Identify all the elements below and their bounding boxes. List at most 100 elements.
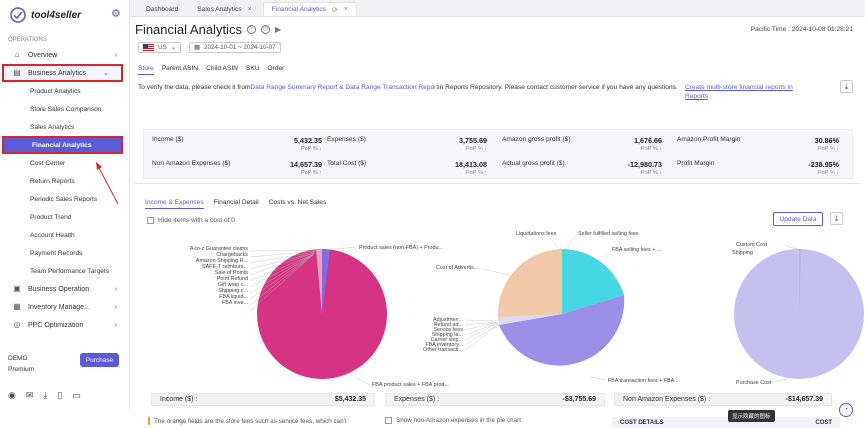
refresh-icon[interactable]: ⟳ [331,6,338,14]
sidebar-item-store-sales-comparison[interactable]: Store Sales Comparison [30,105,102,113]
metric-non-amazon-expenses: Non Amazon Expenses ($) 14,657.39 PoP % ↑ [152,160,322,176]
total-label: Income ($) : [160,396,198,403]
close-icon[interactable]: × [247,5,252,13]
checkbox[interactable] [147,217,154,224]
metric-value: 14,657.39 [290,160,322,169]
download-icon[interactable]: ⤓ [830,212,843,225]
main-content: Financial Analytics ? ◷ ▶ Pacific Time :… [130,17,865,428]
tab-child-asin[interactable]: Child ASIN [206,65,238,72]
sidebar-item-team-performance[interactable]: Team Performance Targets [30,267,110,275]
sidebar-item-sales-analytics[interactable]: Sales Analytics [30,123,75,131]
show-non-amazon-toggle[interactable]: Show non-Amazon expenses in the pie char… [385,417,521,424]
sidebar-item-return-reports[interactable]: Return Reports [30,177,75,185]
metric-pop: PoP % ↓ [641,170,662,176]
sidebar-item-cost-center[interactable]: Cost Center [30,159,66,167]
sidebar-item-account-health[interactable]: Account Health [30,231,75,239]
income-leaders [249,246,371,386]
sidebar-item-product-analytics[interactable]: Product Analytics [30,87,81,95]
expense-slice-advertising[interactable] [498,249,562,325]
tab-order[interactable]: Order [267,65,285,72]
tab-store[interactable]: Store [138,65,154,75]
chevron-right-icon: › [114,285,117,293]
income-label: Sale of Points [215,270,249,276]
sidebar: tool4seller ⚙ OPERATIONS ⌂ Overview › ▤ Bus… [0,0,130,411]
tab-sales-analytics[interactable]: Sales Analytics × [189,2,259,16]
purchase-button[interactable]: Purchase [80,353,119,367]
chevron-right-icon: › [114,51,117,59]
tab-financial-analytics[interactable]: Financial Analytics ⟳ × [262,2,357,16]
plan-tier: Premium [8,366,35,373]
income-label: FBA liquid... [219,294,248,300]
document-icon[interactable]: ▯ [57,390,63,400]
income-label: Point Refund [217,276,248,282]
sidebar-item-inventory[interactable]: ▦ Inventory Manage... › [0,298,129,316]
expense-slice-fba-selling[interactable] [562,249,624,314]
total-value: -$3,755.69 [562,396,596,403]
sidebar-item-product-trend[interactable]: Product Trend [30,213,72,221]
income-label: Shipping c... [218,288,248,294]
chart-tabs: Income & Expenses Financial Detail Costs… [145,199,326,209]
sidebar-item-payment-records[interactable]: Payment Records [30,249,83,257]
tab-financial-detail[interactable]: Financial Detail [213,199,259,206]
sidebar-item-overview[interactable]: ⌂ Overview › [0,46,129,64]
tab-income-expenses[interactable]: Income & Expenses [145,199,204,209]
non-amazon-label: Custom Cost [736,242,768,248]
income-slice-small[interactable] [316,249,322,314]
income-pie: A-to-z Guarantee claims Product sales (n… [190,245,449,388]
metric-pop: PoP % ↓ [641,146,662,152]
help-icon[interactable]: ? [246,25,256,34]
user-icon[interactable]: ◉ [8,390,16,400]
sidebar-item-label: Inventory Manage... [28,303,90,311]
expense-slice-fba-transaction[interactable] [499,295,625,366]
orange-marker [148,417,150,425]
tooltip: 显示隐藏的图标 [728,410,775,422]
metric-pop: PoP % ↓ [301,146,322,152]
sidebar-item-financial-analytics[interactable]: Financial Analytics [2,136,123,154]
update-data-button[interactable]: Update Data [773,212,823,226]
brand-name: tool4seller [31,9,82,21]
metric-value: -12,980.73 [627,160,662,169]
metric-label: Amazon gross profit ($) [502,136,571,143]
report-link[interactable]: Data Range Summary Report & Data Range T… [250,84,439,91]
income-slice-non-fba[interactable] [322,249,330,314]
sidebar-item-label: Business Analytics [28,69,86,77]
gear-icon[interactable]: ⚙ [111,8,121,20]
tab-label: Dashboard [146,5,179,13]
date-range-picker[interactable]: ▦ 2024-10-01 ~ 2024-10-07 [189,42,281,53]
income-label: Product sales (non-FBA) + Produ... [359,245,443,251]
cost-details-title: COST DETAILS [620,419,664,426]
download-icon[interactable]: ⤓ [43,390,48,400]
assistant-icon[interactable]: ◔ [839,403,853,417]
multi-store-link[interactable]: Create multi-store financial reports in … [685,84,793,100]
non-amazon-label: Purchase Cost [736,380,772,386]
metric-expenses: Expenses ($) 3,755.69 PoP % ↓ [327,136,487,152]
tab-dashboard[interactable]: Dashboard [138,2,186,16]
tab-sku[interactable]: SKU [245,65,260,72]
sidebar-item-business-analytics[interactable]: ▤ Business Analytics ⌄ [2,64,123,82]
sidebar-item-periodic-sales-reports[interactable]: Periodic Sales Reports [30,195,98,203]
marketplace-select[interactable]: US ⌄ [138,42,182,53]
expense-label: Shipping la... [432,332,463,338]
info-icon[interactable]: ◷ [260,25,270,34]
brand-logo[interactable]: tool4seller [0,0,129,30]
metric-value: 5,432.35 [294,136,322,145]
close-icon[interactable]: × [343,6,348,13]
hide-zero-toggle[interactable]: Hide items with a cost of 0 [147,217,235,224]
expense-slice-small[interactable] [498,314,562,325]
metric-total-cost: Total Cost ($) 18,413.08 PoP % ↑ [327,160,487,176]
plan-name: DEMO [8,355,28,362]
download-icon[interactable]: ⤓ [840,80,853,93]
non-amazon-slice-custom[interactable] [799,248,801,314]
tab-parent-asin[interactable]: Parent ASIN [161,65,199,72]
mail-icon[interactable]: ✉ [25,390,34,400]
sidebar-item-business-operation[interactable]: ▣ Business Operation › [0,280,129,298]
sidebar-item-ppc[interactable]: ◎ PPC Optimization › [0,316,129,334]
expense-label: FBA inventory... [425,342,463,348]
tab-costs-vs-net-sales[interactable]: Costs vs. Net Sales [268,199,327,206]
metric-value: 3,755.69 [459,136,487,145]
pie-charts: A-to-z Guarantee claims Product sales (n… [190,231,864,388]
video-icon[interactable]: ▶ [274,25,282,34]
checkbox[interactable] [385,417,392,424]
tab-label: Financial Analytics [271,6,326,13]
clipboard-icon[interactable]: ▭ [72,390,81,400]
